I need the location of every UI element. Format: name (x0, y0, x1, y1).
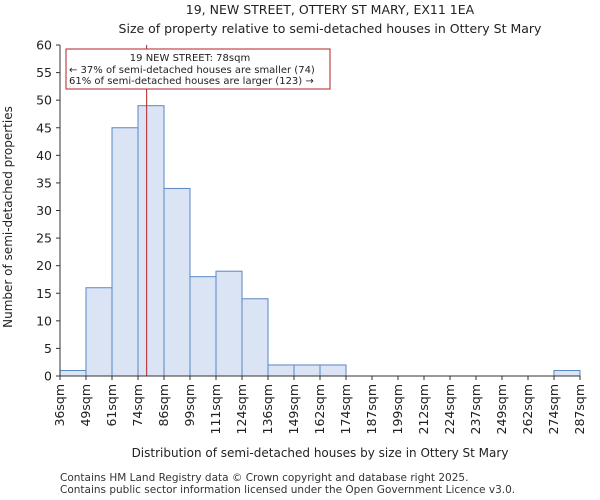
x-tick-label: 99sqm (182, 384, 197, 427)
y-tick-label: 30 (36, 203, 52, 218)
bar-274sqm (553, 369, 581, 377)
y-tick-label: 15 (36, 286, 52, 301)
bar-162sqm (319, 364, 347, 377)
y-tick-label: 25 (36, 231, 52, 246)
bar-111sqm (215, 270, 243, 377)
bar-86sqm (163, 187, 191, 377)
chart-title: 19, NEW STREET, OTTERY ST MARY, EX11 1EA (186, 2, 475, 17)
x-tick-label: 287sqm (572, 384, 587, 434)
x-tick-label: 61sqm (104, 384, 119, 427)
y-tick-label: 5 (44, 341, 52, 356)
footer-attribution-2: Contains public sector information licen… (60, 484, 516, 496)
annotation-box: 19 NEW STREET: 78sqm ← 37% of semi-detac… (65, 48, 331, 90)
bar-49sqm (85, 287, 113, 377)
y-axis-ticks: 0 5 10 15 20 25 30 35 40 45 50 55 60 (36, 38, 60, 384)
bar-99sqm (189, 276, 217, 377)
y-tick-label: 10 (36, 313, 52, 328)
y-tick-label: 0 (44, 369, 52, 384)
y-tick-label: 60 (36, 38, 52, 53)
annotation-line-2: ← 37% of semi-detached houses are smalle… (69, 65, 315, 76)
x-tick-label: 199sqm (390, 384, 405, 434)
annotation-line-1: 19 NEW STREET: 78sqm (130, 53, 250, 64)
bar-36sqm (59, 369, 87, 377)
y-tick-label: 50 (36, 93, 52, 108)
x-tick-label: 36sqm (52, 384, 67, 427)
x-tick-label: 124sqm (234, 384, 249, 434)
x-tick-label: 149sqm (286, 384, 301, 434)
bar-61sqm (111, 127, 139, 377)
y-tick-label: 45 (36, 120, 52, 135)
annotation-frame (65, 48, 331, 90)
y-axis-label: Number of semi-detached properties (1, 106, 15, 328)
footer-attribution-1: Contains HM Land Registry data © Crown c… (60, 472, 469, 484)
y-tick-label: 35 (36, 175, 52, 190)
x-tick-label: 162sqm (312, 384, 327, 434)
y-tick-label: 20 (36, 258, 52, 273)
bar-74sqm (137, 105, 165, 377)
x-tick-label: 249sqm (494, 384, 509, 434)
bars-group (59, 105, 581, 377)
x-tick-label: 224sqm (442, 384, 457, 434)
bar-149sqm (293, 364, 321, 377)
x-tick-label: 274sqm (546, 384, 561, 434)
y-tick-label: 40 (36, 148, 52, 163)
x-tick-label: 111sqm (208, 384, 223, 434)
chart-subtitle: Size of property relative to semi-detach… (119, 21, 543, 36)
bar-136sqm (267, 364, 295, 377)
x-tick-label: 187sqm (364, 384, 379, 434)
x-tick-label: 136sqm (260, 384, 275, 434)
x-tick-label: 262sqm (520, 384, 535, 434)
x-tick-label: 237sqm (468, 384, 483, 434)
x-axis-label: Distribution of semi-detached houses by … (132, 446, 509, 460)
y-tick-label: 55 (36, 65, 52, 80)
x-tick-label: 74sqm (130, 384, 145, 427)
x-tick-label: 49sqm (78, 384, 93, 427)
x-tick-label: 212sqm (416, 384, 431, 434)
x-tick-label: 86sqm (156, 384, 171, 427)
bar-124sqm (241, 298, 269, 377)
x-axis-ticks: 36sqm 49sqm 61sqm 74sqm 86sqm 99sqm 111sqm 124s… (52, 376, 587, 434)
x-tick-label: 174sqm (338, 384, 353, 434)
annotation-line-3: 61% of semi-detached houses are larger (… (69, 76, 314, 87)
